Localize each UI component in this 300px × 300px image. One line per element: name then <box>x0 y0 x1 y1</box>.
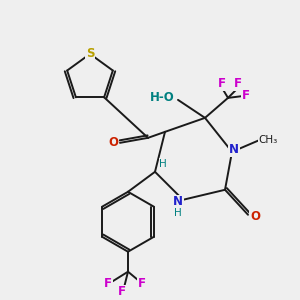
Text: H-O: H-O <box>150 92 174 104</box>
Text: H: H <box>174 208 182 218</box>
Text: F: F <box>118 285 126 298</box>
Text: F: F <box>104 277 112 290</box>
Text: O: O <box>108 136 118 149</box>
Text: F: F <box>234 77 242 90</box>
Text: F: F <box>138 277 146 290</box>
Text: O: O <box>250 210 260 223</box>
Text: H: H <box>159 159 167 169</box>
Text: F: F <box>242 89 250 102</box>
Text: N: N <box>229 143 239 156</box>
Text: CH₃: CH₃ <box>258 135 278 145</box>
Text: S: S <box>86 47 94 60</box>
Text: N: N <box>173 195 183 208</box>
Text: F: F <box>218 77 226 90</box>
